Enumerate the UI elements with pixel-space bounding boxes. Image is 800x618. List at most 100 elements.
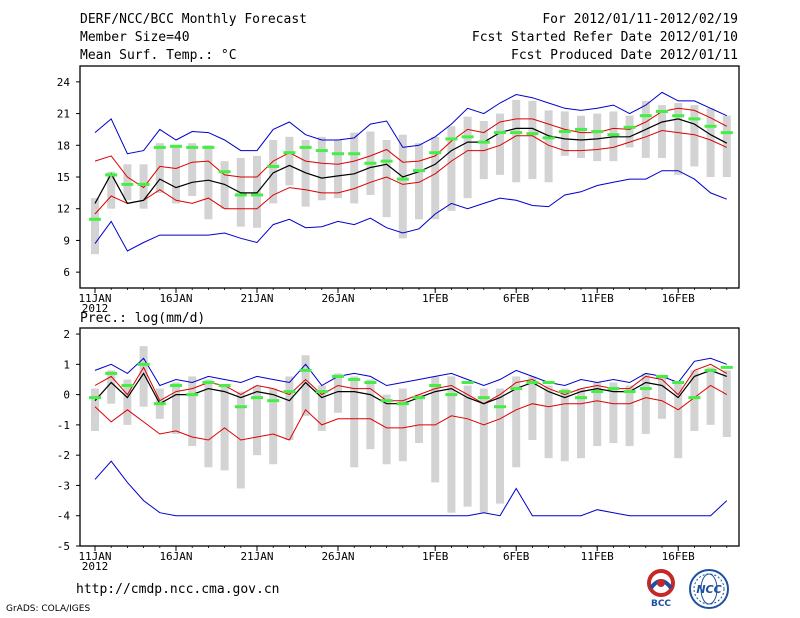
temperature-box [398, 134, 407, 239]
temperature-box [722, 115, 731, 177]
forecast-period-label: For 2012/01/11-2012/02/19 [542, 12, 738, 27]
precipitation-lower-line [94, 384, 728, 441]
precipitation-frame [79, 327, 740, 547]
forecast-started-label: Fcst Started Refer Date 2012/01/10 [471, 30, 738, 45]
precipitation-box [722, 370, 731, 437]
temperature-box [91, 198, 99, 255]
temperature-y-tick-label: 12 [57, 203, 70, 216]
precipitation-box [641, 373, 650, 434]
precipitation-box [107, 370, 116, 404]
precipitation-box [463, 385, 472, 507]
precipitation-x-tick-label: 1FEB [422, 550, 449, 563]
precipitation-box [253, 385, 261, 456]
temperature-y-tick-label: 24 [57, 76, 71, 89]
precipitation-box [609, 382, 618, 444]
precipitation-x-tick-label: 11FEB [581, 550, 614, 563]
temperature-y-tick-label: 6 [63, 266, 70, 279]
temperature-box [658, 105, 666, 158]
precipitation-box [91, 388, 99, 431]
temperature-box [690, 105, 699, 167]
precipitation-x-tick-label: 11JAN [78, 550, 111, 563]
temperature-y-tick-label: 21 [57, 108, 70, 121]
temperature-box [139, 164, 148, 209]
precipitation-upper-line [94, 363, 728, 405]
temperature-box [317, 136, 326, 201]
temperature-box [479, 120, 488, 180]
precipitation-x-tick-label: 21JAN [240, 550, 273, 563]
chart-title: DERF/NCC/BCC Monthly Forecast [80, 12, 307, 27]
precipitation-box [350, 376, 359, 468]
precipitation-x-tick-label: 16JAN [159, 550, 192, 563]
temperature-box [253, 155, 261, 228]
precipitation-min-line [94, 460, 728, 517]
temperature-box [512, 99, 521, 183]
variable-label: Mean Surf. Temp.: °C [80, 48, 237, 63]
temperature-box [269, 140, 278, 204]
precipitation-box [447, 376, 456, 513]
temperature-box [674, 103, 683, 175]
precipitation-x-tick-label: 26JAN [321, 550, 354, 563]
member-size-label: Member Size=40 [80, 30, 190, 45]
precipitation-year-label: 2012 [82, 560, 109, 573]
precipitation-box [674, 382, 683, 459]
precipitation-box [204, 379, 213, 468]
precipitation-box [593, 382, 602, 447]
grads-credit: GrADS: COLA/IGES [6, 604, 91, 614]
temperature-box [350, 132, 359, 204]
precipitation-y-tick-label: 0 [63, 389, 70, 402]
temperature-upper-line [94, 107, 728, 189]
precipitation-box [139, 346, 148, 407]
temperature-min-line [94, 170, 727, 252]
temperature-box [431, 136, 440, 220]
precipitation-box [706, 367, 715, 425]
svg-text:BCC: BCC [651, 599, 671, 609]
temperature-x-tick-label: 6FEB [503, 292, 530, 305]
temperature-box [593, 113, 602, 162]
temperature-x-tick-label: 1FEB [422, 292, 449, 305]
temperature-box [560, 111, 569, 156]
precipitation-box [285, 376, 294, 441]
precipitation-box [301, 355, 310, 416]
temperature-box [188, 143, 197, 197]
temperature-box [463, 116, 472, 199]
temperature-box [544, 110, 553, 183]
precipitation-y-tick-label: -4 [57, 510, 71, 523]
temperature-box [155, 143, 164, 193]
ncc-logo: NCC [689, 569, 729, 609]
temperature-box [107, 171, 116, 209]
precipitation-y-tick-label: -2 [57, 449, 70, 462]
precipitation-box [366, 379, 375, 450]
precipitation-box [382, 394, 391, 465]
temperature-max-line [94, 91, 728, 155]
precipitation-box [625, 385, 634, 447]
precipitation-box [528, 376, 537, 441]
precipitation-box [269, 388, 278, 465]
temperature-x-tick-label: 11JAN [78, 292, 111, 305]
svg-text:NCC: NCC [696, 583, 721, 596]
temperature-box [172, 145, 180, 204]
temperature-box [447, 126, 456, 211]
temperature-box [285, 136, 294, 186]
temperature-box [528, 100, 537, 180]
precipitation-box [398, 388, 407, 462]
source-url[interactable]: http://cmdp.ncc.cma.gov.cn [76, 582, 280, 597]
temperature-panel: 6 9 12 15 18 21 24 11JAN 16JAN 21JAN 26JAN 1FEB 6FEB… [57, 65, 740, 315]
temperature-box [706, 108, 715, 177]
temperature-year-label: 2012 [82, 302, 109, 315]
precipitation-box [496, 388, 504, 504]
temperature-box [415, 143, 423, 220]
bcc-logo: BCC [647, 569, 675, 609]
forecast-produced-label: Fcst Produced Date 2012/01/11 [511, 48, 738, 63]
temperature-x-tick-label: 21JAN [240, 292, 273, 305]
precipitation-y-tick-label: -5 [57, 540, 70, 553]
precipitation-box [512, 376, 521, 468]
temperature-box [123, 164, 132, 201]
precipitation-panel: -5 -4 -3 -2 -1 0 1 2 11JAN 16JAN 21JAN 26JAN 1FEB 6FE… [57, 311, 740, 573]
precipitation-box [317, 385, 326, 431]
temperature-x-tick-label: 16FEB [662, 292, 695, 305]
precipitation-box [172, 382, 180, 434]
precipitation-box [560, 388, 569, 462]
precipitation-y-tick-label: -3 [57, 479, 70, 492]
precipitation-box [415, 394, 423, 444]
